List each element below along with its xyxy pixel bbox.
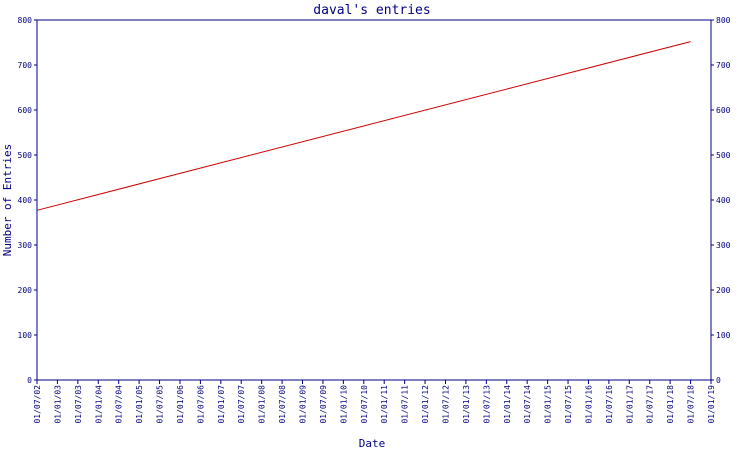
y-tick-label-right: 300 (716, 241, 731, 250)
x-tick-label: 01/01/18 (666, 385, 675, 424)
x-tick-label: 01/07/13 (482, 385, 491, 424)
x-tick-label: 01/01/03 (53, 385, 62, 424)
y-tick-label-right: 100 (716, 331, 731, 340)
x-tick-label: 01/07/09 (319, 385, 328, 424)
x-axis: 01/07/02 01/01/03 01/07/03 01/01/04 01/07/04… (33, 380, 716, 424)
x-tick-label: 01/07/02 (33, 385, 42, 424)
series-line (36, 41, 691, 211)
y-tick-label-left: 0 (27, 376, 32, 385)
chart-title: daval's entries (313, 3, 430, 18)
x-tick-label: 01/01/17 (625, 385, 634, 424)
y-tick-label-left: 700 (18, 61, 33, 70)
x-tick-label: 01/01/06 (176, 385, 185, 424)
y-tick-label-left: 300 (18, 241, 33, 250)
y-tick-label-left: 800 (18, 16, 33, 25)
x-tick-label: 01/01/12 (421, 385, 430, 424)
y-tick-label-right: 600 (716, 106, 731, 115)
x-tick-label: 01/07/12 (441, 385, 450, 424)
y-tick-label-left: 100 (18, 331, 33, 340)
y-axis-right: 0 100 200 300 400 500 600 700 800 (711, 16, 731, 385)
y-tick-label-right: 500 (716, 151, 731, 160)
y-tick-label-right: 0 (716, 376, 721, 385)
x-tick-label: 01/07/03 (74, 385, 83, 424)
y-tick-label-right: 400 (716, 196, 731, 205)
x-tick-label: 01/07/04 (115, 385, 124, 424)
x-tick-label: 01/01/19 (707, 385, 716, 424)
x-tick-label: 01/01/04 (94, 385, 103, 424)
y-tick-label-left: 200 (18, 286, 33, 295)
x-tick-label: 01/01/07 (217, 385, 226, 424)
y-tick-label-right: 700 (716, 61, 731, 70)
x-tick-label: 01/07/08 (278, 385, 287, 424)
x-tick-label: 01/07/05 (156, 385, 165, 424)
x-tick-label: 01/01/13 (462, 385, 471, 424)
x-tick-label: 01/01/08 (258, 385, 267, 424)
y-tick-label-right: 200 (716, 286, 731, 295)
y-tick-label-left: 500 (18, 151, 33, 160)
x-tick-label: 01/07/18 (687, 385, 696, 424)
x-tick-label: 01/01/15 (544, 385, 553, 424)
x-tick-label: 01/01/05 (135, 385, 144, 424)
y-tick-label-left: 600 (18, 106, 33, 115)
x-tick-label: 01/01/10 (339, 385, 348, 424)
y-axis-left: 0 100 200 300 400 500 600 700 800 (18, 16, 37, 385)
y-tick-label-right: 800 (716, 16, 731, 25)
x-axis-label: Date (359, 437, 386, 450)
x-tick-label: 01/01/14 (503, 385, 512, 424)
x-tick-label: 01/01/09 (299, 385, 308, 424)
x-tick-label: 01/07/11 (401, 385, 410, 424)
series-layer (36, 41, 691, 211)
y-axis-label: Number of Entries (1, 144, 14, 257)
x-tick-label: 01/07/10 (360, 385, 369, 424)
x-tick-label: 01/07/14 (523, 385, 532, 424)
x-tick-label: 01/01/16 (584, 385, 593, 424)
x-tick-label: 01/01/11 (380, 385, 389, 424)
x-tick-label: 01/07/17 (646, 385, 655, 424)
x-tick-label: 01/07/16 (605, 385, 614, 424)
x-tick-label: 01/07/15 (564, 385, 573, 424)
x-tick-label: 01/07/06 (196, 385, 205, 424)
y-tick-label-left: 400 (18, 196, 33, 205)
plot-frame (36, 19, 712, 381)
x-tick-label: 01/07/07 (237, 385, 246, 424)
